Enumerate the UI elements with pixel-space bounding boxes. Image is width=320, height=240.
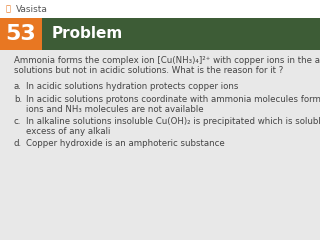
- Text: c.: c.: [14, 117, 21, 126]
- Bar: [42, 18, 320, 50]
- Text: In alkaline solutions insoluble Cu(OH)₂ is precipitated which is soluble in: In alkaline solutions insoluble Cu(OH)₂ …: [26, 117, 320, 126]
- Bar: [0, 18, 42, 50]
- Text: a.: a.: [14, 82, 22, 91]
- Bar: [0, 50, 320, 240]
- Text: ions and NH₃ molecules are not available: ions and NH₃ molecules are not available: [26, 105, 204, 114]
- Bar: [0, 0, 320, 18]
- Text: d.: d.: [14, 139, 22, 148]
- Text: ⓘ: ⓘ: [6, 5, 11, 13]
- Text: excess of any alkali: excess of any alkali: [26, 127, 110, 136]
- Text: Problem: Problem: [52, 26, 123, 42]
- Text: b.: b.: [14, 95, 22, 104]
- Text: solutions but not in acidic solutions. What is the reason for it ?: solutions but not in acidic solutions. W…: [14, 66, 283, 75]
- Text: In acidic solutions protons coordinate with ammonia molecules forming NH: In acidic solutions protons coordinate w…: [26, 95, 320, 104]
- Text: In acidic solutions hydration protects copper ions: In acidic solutions hydration protects c…: [26, 82, 238, 91]
- Text: Copper hydroxide is an amphoteric substance: Copper hydroxide is an amphoteric substa…: [26, 139, 225, 148]
- Text: 53: 53: [6, 24, 36, 44]
- Text: Vasista: Vasista: [16, 5, 48, 13]
- Text: Ammonia forms the complex ion [Cu(NH₃)₄]²⁺ with copper ions in the alkaline: Ammonia forms the complex ion [Cu(NH₃)₄]…: [14, 56, 320, 65]
